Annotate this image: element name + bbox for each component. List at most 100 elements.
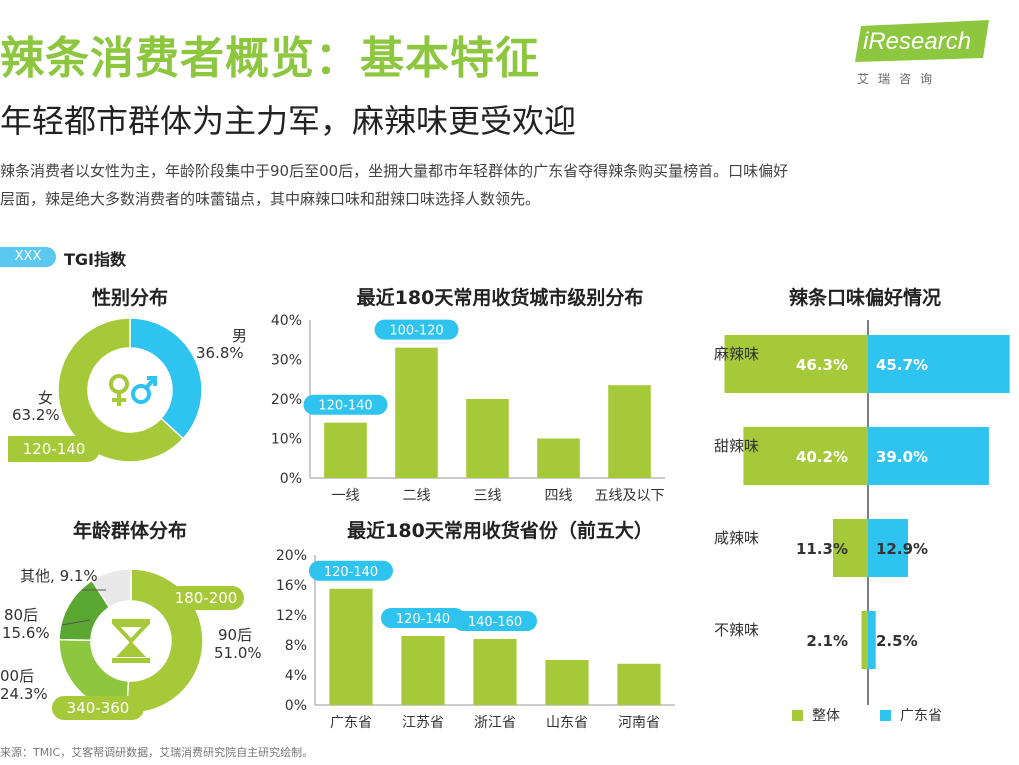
province-chart-title: 最近180天常用收货省份（前五大） xyxy=(347,520,653,542)
age-00s-label: 00后 xyxy=(0,667,35,685)
guangdong-value-label: 2.5% xyxy=(876,632,918,650)
hourglass-icon xyxy=(111,619,151,663)
x-tick-label: 广东省 xyxy=(330,715,372,731)
bar-江苏省 xyxy=(401,636,445,705)
gender-symbol-icon xyxy=(100,360,160,420)
guangdong-value-label: 45.7% xyxy=(876,356,928,374)
x-tick-label: 五线及以下 xyxy=(595,488,665,504)
bar-guangdong-麻辣味 xyxy=(868,335,1010,393)
gender-chart-title: 性别分布 xyxy=(91,287,168,309)
logo-text: iResearch xyxy=(863,28,972,55)
age-00s-value: 24.3% xyxy=(0,685,48,703)
donut-slice-3 xyxy=(91,568,132,609)
bar-overall-麻辣味 xyxy=(724,335,868,393)
flavor-category-label: 麻辣味 xyxy=(714,345,759,363)
y-tick-label: 30% xyxy=(271,353,302,369)
bar-广东省 xyxy=(329,588,373,705)
city-bar-chart: 40% 30% 20% 10% 0% 一线 二线 三线 四线 五线及以下 120-140 100-12… xyxy=(271,313,665,504)
bar-overall-咸辣味 xyxy=(832,519,868,577)
donut-slice-0 xyxy=(129,317,203,440)
age-00s-tgi-badge: 340-360 xyxy=(52,696,144,720)
bar-山东省 xyxy=(545,660,589,705)
age-80s-label: 80后 xyxy=(4,606,39,624)
guangdong-value-label: 39.0% xyxy=(876,448,928,466)
tgi-badge-广东省: 120-140 xyxy=(309,560,393,581)
x-tick-label: 江苏省 xyxy=(402,715,444,731)
x-tick-label: 二线 xyxy=(403,488,431,504)
age-90s-label: 90后 xyxy=(218,626,253,644)
logo-subtext: 艾瑞咨询 xyxy=(857,72,942,86)
x-tick-label: 一线 xyxy=(332,488,360,504)
bar-一线 xyxy=(324,422,367,478)
flavor-category-label: 甜辣味 xyxy=(714,437,759,455)
x-tick-label: 河南省 xyxy=(618,715,660,731)
page-title: 辣条消费者概览：基本特征 xyxy=(0,33,540,84)
tgi-badge-江苏省: 120-140 xyxy=(381,608,465,628)
legend-label: 整体 xyxy=(812,708,840,724)
flavor-diverging-bar-chart: 麻辣味 46.3% 45.7% 甜辣味 40.2% 39.0% 咸辣味 11.3% 12.9% 不… xyxy=(714,320,1010,724)
donut-slice-1 xyxy=(57,317,185,463)
svg-text:100-120: 100-120 xyxy=(389,324,443,339)
age-90s-value: 51.0% xyxy=(214,644,262,662)
bar-overall-甜辣味 xyxy=(743,427,868,485)
bar-五线及以下 xyxy=(608,385,651,478)
bar-四线 xyxy=(537,438,580,478)
source-note: 来源：TMIC，艾客帮调研数据，艾瑞消费研究院自主研究绘制。 xyxy=(0,746,314,759)
bar-三线 xyxy=(466,399,509,478)
x-tick-label: 浙江省 xyxy=(474,715,516,731)
y-tick-label: 0% xyxy=(285,698,307,714)
iresearch-logo: iResearch 艾瑞咨询 xyxy=(855,18,995,88)
y-tick-label: 10% xyxy=(271,432,302,448)
legend-label: 广东省 xyxy=(900,708,942,724)
summary-line-2: 层面，辣是绝大多数消费者的味蕾锚点，其中麻辣口味和甜辣口味选择人数领先。 xyxy=(0,190,541,208)
gender-tgi-badge: 120-140 xyxy=(8,436,100,462)
tgi-legend-badge: XXX xyxy=(0,247,56,267)
gender-female-label: 女 xyxy=(38,389,54,407)
age-90s-tgi-badge: 180-200 xyxy=(168,586,244,610)
x-tick-label: 山东省 xyxy=(546,715,588,731)
tgi-badge-一线: 120-140 xyxy=(303,394,388,415)
province-bar-chart: 20% 16% 12% 8% 4% 0% 广东省 江苏省 浙江省 山东省 河南省 120-140 120… xyxy=(276,548,675,731)
overall-value-label: 40.2% xyxy=(796,448,848,466)
flavor-chart-title: 辣条口味偏好情况 xyxy=(788,287,941,309)
page-subtitle: 年轻都市群体为主力军，麻辣味更受欢迎 xyxy=(0,102,577,140)
y-tick-label: 0% xyxy=(280,471,302,487)
flavor-category-label: 不辣味 xyxy=(714,621,759,639)
overall-value-label: 11.3% xyxy=(796,540,848,558)
y-tick-label: 4% xyxy=(285,668,307,684)
tgi-legend-label: TGI指数 xyxy=(64,250,127,269)
y-tick-label: 16% xyxy=(276,578,307,594)
y-tick-label: 20% xyxy=(276,548,307,564)
bar-浙江省 xyxy=(473,639,517,705)
overall-value-label: 46.3% xyxy=(796,356,848,374)
x-tick-label: 三线 xyxy=(474,488,502,504)
age-other-label: 其他, 9.1% xyxy=(20,567,98,585)
gender-male-value: 36.8% xyxy=(196,344,244,362)
legend-swatch xyxy=(880,710,891,721)
svg-text:120-140: 120-140 xyxy=(396,612,450,627)
bar-河南省 xyxy=(617,663,661,705)
y-tick-label: 20% xyxy=(271,392,302,408)
svg-text:120-140: 120-140 xyxy=(318,399,372,414)
y-tick-label: 12% xyxy=(276,608,307,624)
summary-line-1: 辣条消费者以女性为主，年龄阶段集中于90后至00后，坐拥大量都市年轻群体的广东省… xyxy=(0,162,789,180)
bar-guangdong-不辣味 xyxy=(868,611,876,669)
city-chart-title: 最近180天常用收货城市级别分布 xyxy=(356,287,644,309)
svg-text:140-160: 140-160 xyxy=(468,615,522,630)
tgi-badge-二线: 100-120 xyxy=(374,319,459,340)
bar-二线 xyxy=(395,347,438,478)
gender-male-label: 男 xyxy=(231,327,247,345)
guangdong-value-label: 12.9% xyxy=(876,540,928,558)
age-80s-value: 15.6% xyxy=(2,624,50,642)
x-tick-label: 四线 xyxy=(545,488,573,504)
gender-female-value: 63.2% xyxy=(12,406,60,424)
svg-text:120-140: 120-140 xyxy=(324,565,378,580)
y-tick-label: 40% xyxy=(271,313,302,329)
bar-guangdong-咸辣味 xyxy=(868,519,908,577)
gender-donut-chart xyxy=(57,317,203,463)
age-chart-title: 年龄群体分布 xyxy=(72,520,187,542)
bar-overall-不辣味 xyxy=(861,611,868,669)
flavor-category-label: 咸辣味 xyxy=(714,529,759,547)
legend-swatch xyxy=(792,710,803,721)
tgi-badge-浙江省: 140-160 xyxy=(453,611,537,631)
